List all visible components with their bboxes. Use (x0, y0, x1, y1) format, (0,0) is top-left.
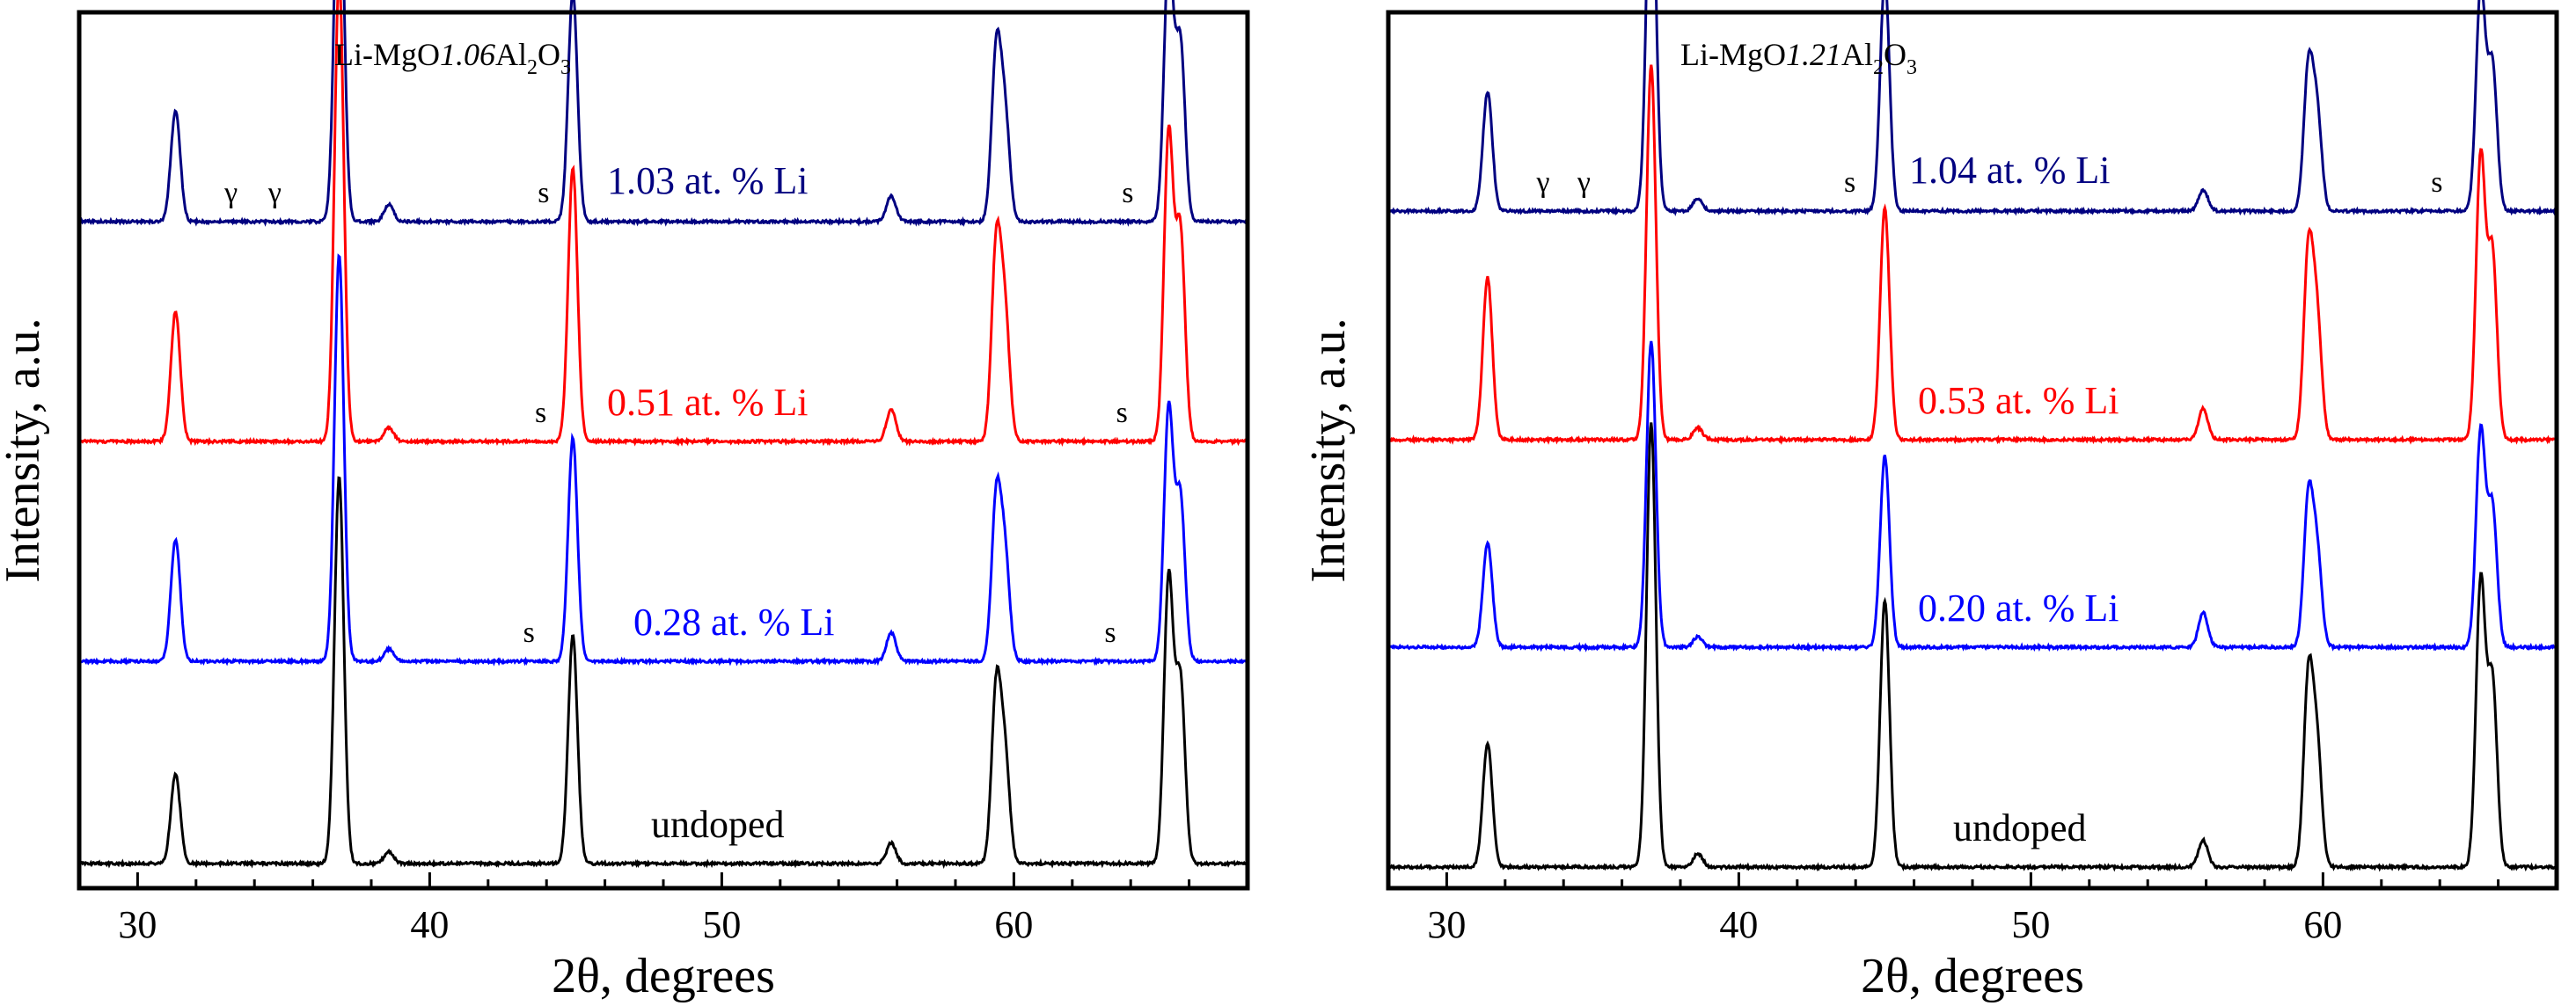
series-label-3: 0.53 at. % Li (1918, 379, 2119, 422)
chart-panel-2: undoped 0.20 at. % Li 0.53 at. % Li 1.04 at… (1301, 0, 2559, 1003)
x-tick-label-2: 40 (410, 903, 449, 946)
series-line-3 (78, 0, 1248, 447)
phase-marker-2: γ (1577, 166, 1591, 199)
series-label-4: 1.03 at. % Li (607, 159, 809, 202)
series-line-2 (77, 253, 1248, 667)
y-axis-title: Intensity, a.u. (1301, 317, 1356, 582)
series-line-4 (77, 0, 1249, 228)
sample-title: Li-MgO1.21Al2O3 (1680, 37, 1917, 79)
phase-marker-4: s (2431, 166, 2442, 199)
phase-marker-4: s (1122, 177, 1133, 209)
series-label-1: undoped (651, 803, 785, 846)
series-label-4: 1.04 at. % Li (1909, 149, 2111, 192)
series-line-1 (78, 476, 1249, 870)
phase-marker-6: s (1116, 397, 1128, 429)
chart-panel-1: undoped 0.28 at. % Li 0.51 at. % Li 1.03 at… (0, 0, 1250, 1003)
x-tick-label-1: 30 (118, 903, 157, 946)
series-label-3: 0.51 at. % Li (607, 381, 809, 424)
phase-marker-7: s (523, 616, 535, 649)
series-line-4 (1388, 0, 2558, 216)
sample-title: Li-MgO1.06Al2O3 (334, 37, 571, 79)
series-label-2: 0.28 at. % Li (633, 601, 835, 644)
x-tick-label-3: 50 (2011, 903, 2050, 946)
phase-marker-1: γ (1535, 166, 1549, 199)
phase-marker-5: s (535, 397, 546, 429)
x-tick-label-4: 60 (994, 903, 1033, 946)
phase-marker-1: γ (223, 177, 238, 209)
x-tick-label-2: 40 (1719, 903, 1758, 946)
series-line-2 (1387, 340, 2558, 652)
plot-frame (1386, 10, 2559, 891)
series-line-1 (1387, 422, 2558, 872)
x-tick-label-4: 60 (2303, 903, 2342, 946)
series-line-3 (1387, 64, 2558, 446)
phase-marker-3: s (538, 177, 549, 209)
phase-marker-3: s (1844, 166, 1855, 199)
x-axis-title: 2θ, degrees (1861, 949, 2084, 1003)
x-tick-label-3: 50 (702, 903, 741, 946)
series-label-1: undoped (1953, 806, 2087, 849)
series-label-2: 0.20 at. % Li (1918, 587, 2119, 630)
x-tick-label-1: 30 (1427, 903, 1466, 946)
x-axis-title: 2θ, degrees (552, 949, 775, 1003)
y-axis-title: Intensity, a.u. (0, 317, 50, 582)
phase-marker-8: s (1104, 616, 1116, 649)
plot-frame (77, 10, 1250, 891)
phase-marker-2: γ (267, 177, 282, 209)
